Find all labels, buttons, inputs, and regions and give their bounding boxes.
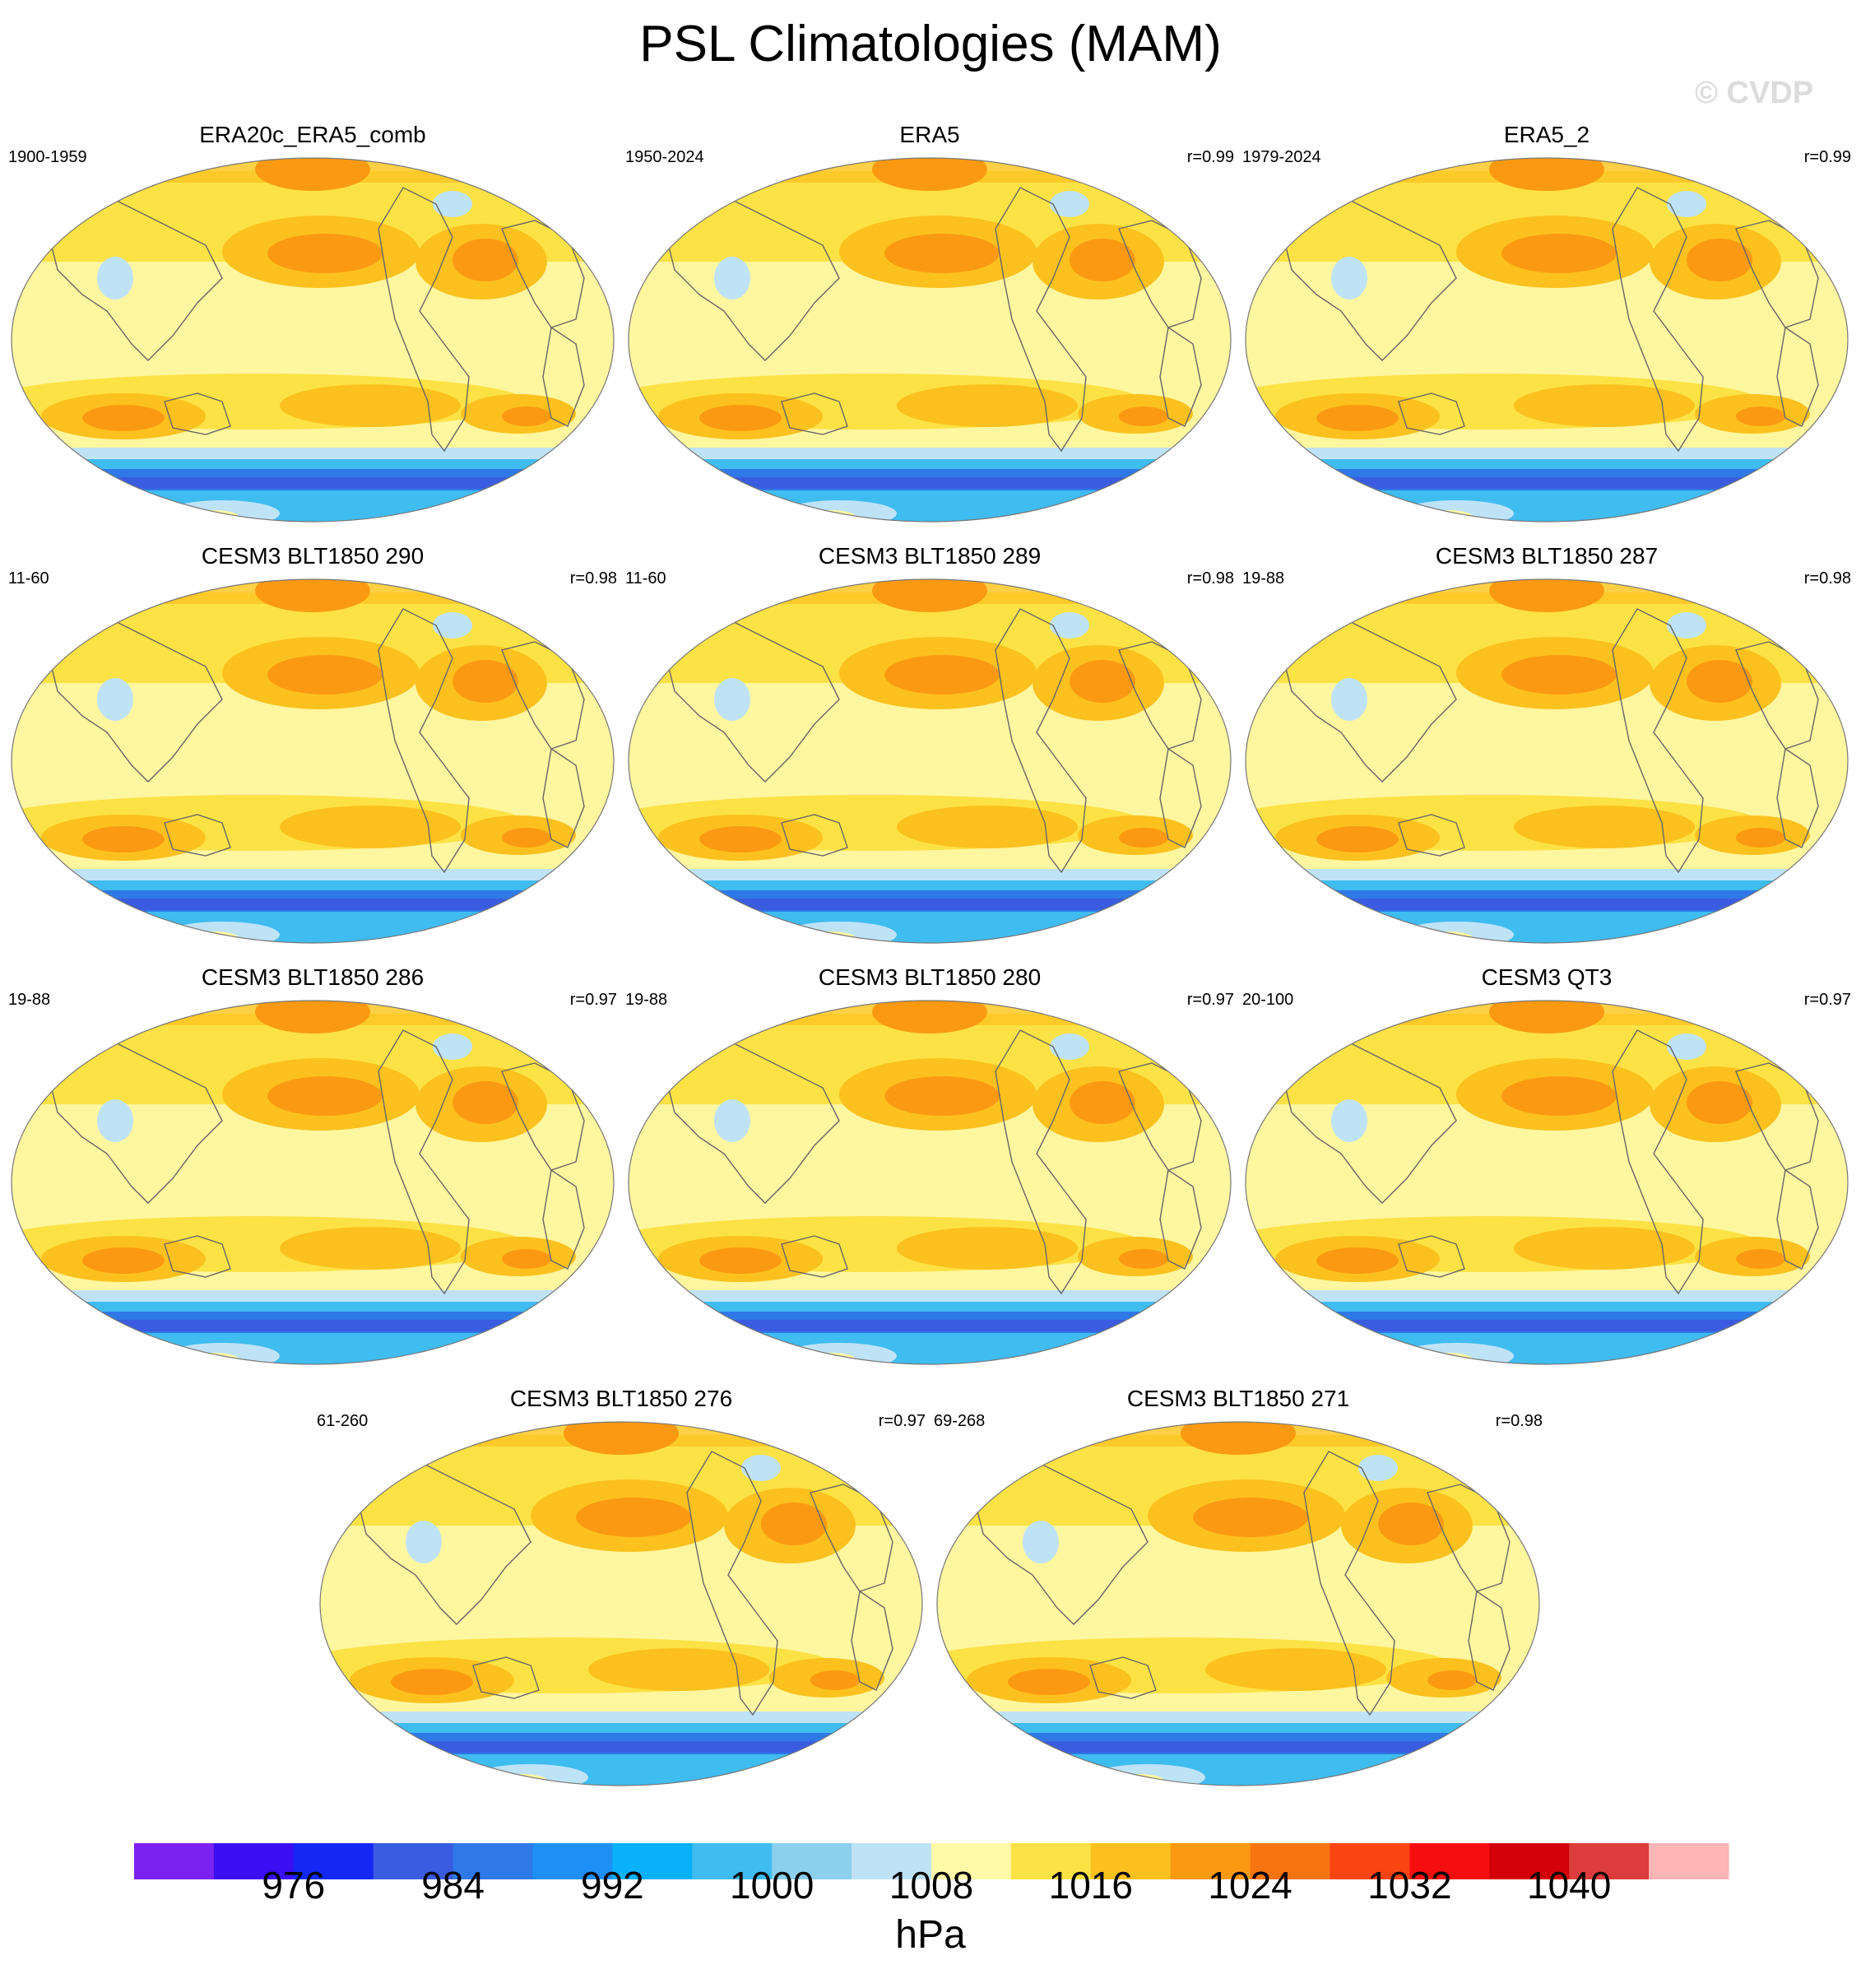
colorbar-swatch: [1649, 1843, 1729, 1879]
map-panel: ERA5 1950-2024 r=0.99: [625, 122, 1234, 525]
colorbar-tick-label: 1000: [730, 1864, 814, 1907]
colorbar-swatch: [1170, 1843, 1251, 1879]
panel-correlation: r=0.97: [1186, 991, 1234, 1009]
map-panel: CESM3 BLT1850 286 19-88 r=0.97: [8, 964, 617, 1368]
colorbar-swatch: [772, 1843, 852, 1879]
colorbar-units: hPa: [895, 1913, 966, 1957]
panel-years: 1979-2024: [1242, 148, 1321, 166]
colorbar-swatch: [931, 1843, 1012, 1879]
psl-map: [1245, 157, 1849, 523]
psl-map: [628, 578, 1232, 944]
psl-map: [1245, 1000, 1849, 1365]
colorbar-swatch: [1409, 1843, 1490, 1879]
colorbar-swatch: [692, 1843, 773, 1879]
panel-title: ERA5: [899, 122, 960, 147]
panel-correlation: r=0.98: [1186, 569, 1234, 588]
panel-correlation: r=0.98: [1495, 1412, 1543, 1430]
colorbar-tick-label: 1016: [1048, 1864, 1133, 1907]
psl-map: [936, 1421, 1540, 1786]
colorbar-swatch: [373, 1843, 454, 1879]
panel-years: 11-60: [625, 569, 666, 588]
map-panel: CESM3 BLT1850 289 11-60 r=0.98: [625, 543, 1234, 946]
panel-title: CESM3 BLT1850 290: [201, 543, 425, 569]
colorbar-swatch: [1090, 1843, 1172, 1879]
cvdp-watermark: © CVDP: [1695, 76, 1814, 110]
psl-map: [1245, 578, 1849, 944]
figure-title: PSL Climatologies (MAM): [639, 16, 1222, 72]
panel-years: 11-60: [8, 569, 49, 588]
colorbar-tick-label: 1024: [1208, 1864, 1292, 1907]
colorbar-swatch: [134, 1843, 215, 1879]
panel-correlation: r=0.98: [1803, 569, 1851, 588]
panel-correlation: r=0.98: [569, 569, 617, 588]
panel-correlation: r=0.97: [878, 1412, 926, 1430]
colorbar-swatch: [612, 1843, 693, 1879]
panel-title: ERA5_2: [1503, 122, 1590, 147]
psl-map: [11, 1000, 615, 1365]
colorbar-swatch: [1569, 1843, 1650, 1879]
colorbar-swatch: [452, 1843, 533, 1879]
panel-years: 19-88: [8, 991, 51, 1009]
colorbar-tick-label: 1040: [1527, 1864, 1612, 1907]
panel-title: CESM3 BLT1850 271: [1126, 1386, 1350, 1411]
panel-correlation: r=0.97: [1803, 991, 1851, 1009]
colorbar-swatch: [293, 1843, 374, 1879]
panel-title: CESM3 BLT1850 286: [201, 964, 425, 990]
panel-correlation: r=0.99: [1186, 148, 1234, 166]
colorbar-swatch: [1330, 1843, 1410, 1879]
colorbar-tick-label: 992: [581, 1864, 644, 1907]
panel-title: CESM3 BLT1850 287: [1435, 543, 1659, 569]
panel-years: 20-100: [1242, 991, 1294, 1009]
map-panel: CESM3 QT3 20-100 r=0.97: [1242, 964, 1851, 1368]
panel-title: CESM3 BLT1850 276: [509, 1386, 733, 1411]
panel-title: CESM3 BLT1850 289: [818, 543, 1042, 569]
panel-years: 19-88: [1242, 569, 1285, 588]
psl-map: [628, 157, 1232, 523]
panel-correlation: r=0.99: [1803, 148, 1851, 166]
psl-map: [11, 578, 615, 944]
map-panel: CESM3 BLT1850 290 11-60 r=0.98: [8, 543, 617, 946]
psl-map: [319, 1421, 923, 1786]
map-panel: CESM3 BLT1850 287 19-88 r=0.98: [1242, 543, 1851, 946]
psl-map: [11, 157, 615, 523]
map-panel: ERA5_2 1979-2024 r=0.99: [1242, 122, 1851, 525]
colorbar-tick-label: 984: [421, 1864, 485, 1907]
colorbar-swatch: [213, 1843, 295, 1879]
map-panel: CESM3 BLT1850 271 69-268 r=0.98: [934, 1386, 1543, 1789]
colorbar-tick-label: 1032: [1367, 1864, 1452, 1907]
panel-years: 61-260: [317, 1412, 369, 1430]
colorbar-tick-label: 1008: [889, 1864, 974, 1907]
map-panel: CESM3 BLT1850 276 61-260 r=0.97: [317, 1386, 926, 1789]
panel-years: 1950-2024: [625, 148, 704, 166]
colorbar-swatch: [532, 1843, 613, 1879]
panel-title: CESM3 QT3: [1481, 964, 1613, 990]
map-panel: CESM3 BLT1850 280 19-88 r=0.97: [625, 964, 1234, 1368]
panel-years: 19-88: [625, 991, 668, 1009]
colorbar-swatch: [852, 1843, 932, 1879]
panel-title: CESM3 BLT1850 280: [818, 964, 1042, 990]
colorbar-tick-label: 976: [262, 1864, 326, 1907]
panel-title: ERA20c_ERA5_comb: [199, 122, 426, 147]
panel-correlation: r=0.97: [569, 991, 617, 1009]
colorbar-swatch: [1010, 1843, 1092, 1879]
colorbar-swatch: [1489, 1843, 1570, 1879]
panel-years: 1900-1959: [8, 148, 87, 166]
map-panel: ERA20c_ERA5_comb 1900-1959: [8, 122, 617, 525]
colorbar-swatch: [1250, 1843, 1330, 1879]
psl-map: [628, 1000, 1232, 1365]
panel-years: 69-268: [934, 1412, 986, 1430]
